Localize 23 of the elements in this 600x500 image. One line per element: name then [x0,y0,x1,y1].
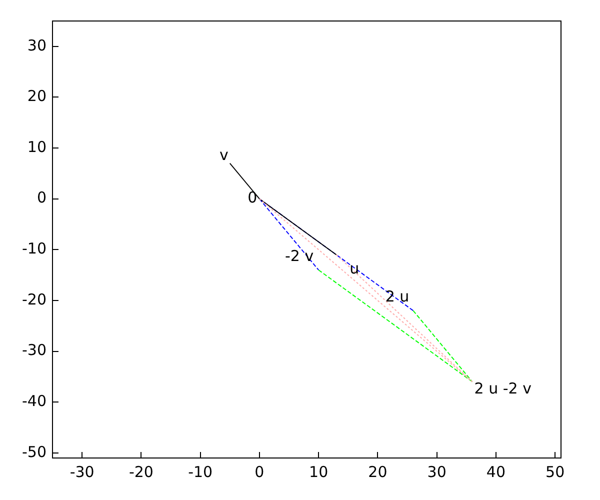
annotation: v [219,146,228,164]
x-tick-label: -30 [70,462,94,481]
x-tick-label: -20 [128,462,154,481]
annotation: 2 u [385,288,410,306]
x-tick-label: 10 [309,462,328,481]
annotation: -2 v [284,246,314,265]
x-tick-label: -10 [188,462,213,481]
y-tick-label: -20 [22,290,46,308]
annotation: 2 u -2 v [474,380,532,398]
y-tick-label: -10 [22,240,46,258]
x-tick-label: 20 [368,462,388,481]
x-tick-label: 0 [254,462,264,481]
y-tick-label: 0 [36,188,46,207]
y-tick-label: -50 [22,442,46,461]
y-tick-label: 20 [27,87,46,106]
annotation: 0 [248,188,258,207]
y-tick-label: -30 [22,341,46,360]
x-tick-label: 40 [486,462,506,481]
y-tick-label: 10 [27,138,46,156]
x-tick-label: 50 [546,462,565,481]
x-tick-label: 30 [427,462,446,481]
y-tick-label: -40 [22,392,46,410]
y-tick-label: 30 [27,36,46,54]
